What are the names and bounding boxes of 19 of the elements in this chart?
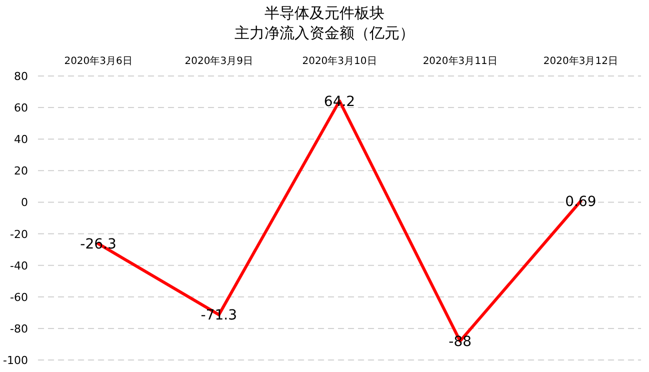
- y-tick-label: 80: [14, 70, 28, 83]
- y-tick-label: 60: [14, 102, 28, 115]
- y-tick-label: -100: [3, 354, 28, 367]
- data-label: -88: [448, 334, 472, 350]
- x-tick-label: 2020年3月11日: [422, 55, 498, 67]
- y-tick-label: -20: [10, 228, 28, 241]
- chart-title: 半导体及元件板块: [264, 4, 384, 22]
- data-label: -71.3: [200, 308, 238, 324]
- y-tick-label: 40: [14, 133, 28, 146]
- y-tick-label: -40: [10, 259, 28, 272]
- y-tick-label: 20: [14, 164, 28, 178]
- x-tick-label: 2020年3月6日: [64, 55, 132, 67]
- x-tick-label: 2020年3月9日: [184, 55, 253, 67]
- x-tick-label: 2020年3月10日: [302, 55, 377, 67]
- chart-subtitle: 主力净流入资金额（亿元）: [234, 24, 414, 42]
- x-tick-label: 2020年3月12日: [543, 55, 618, 67]
- y-tick-label: 0: [21, 196, 28, 210]
- y-tick-label: -80: [10, 322, 28, 336]
- y-tick-label: -60: [10, 290, 28, 304]
